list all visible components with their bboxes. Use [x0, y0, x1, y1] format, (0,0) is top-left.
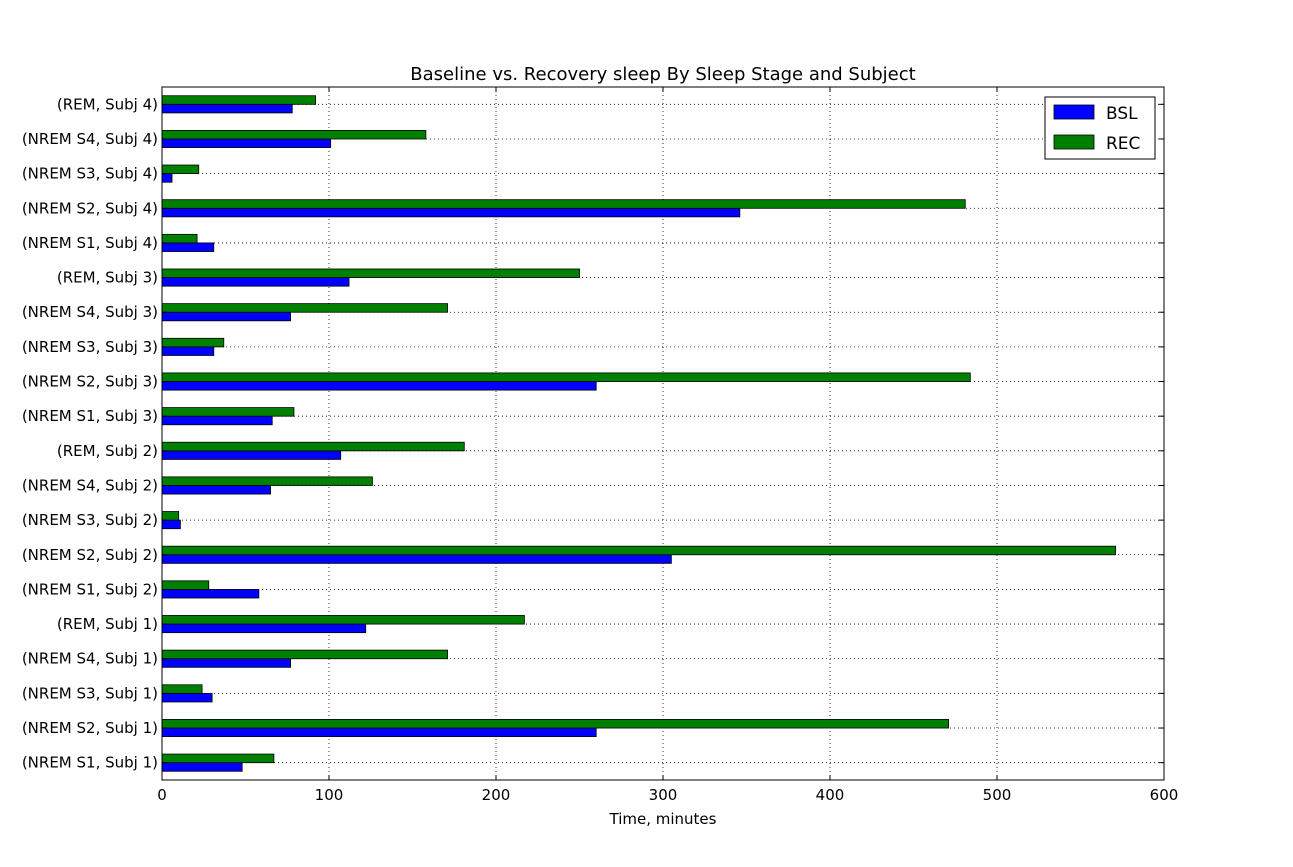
bar-rec — [161, 511, 180, 521]
category-label: (NREM S3, Subj 3) — [22, 338, 158, 356]
bar-rec — [161, 337, 225, 348]
bar-bsl — [161, 450, 342, 460]
bar-rec — [161, 615, 525, 625]
bar-bsl — [161, 589, 260, 599]
legend: BSL REC — [1044, 96, 1156, 160]
bar-rec — [161, 199, 966, 209]
bar-rec — [161, 476, 373, 486]
category-label: (NREM S1, Subj 4) — [22, 234, 158, 252]
bar-bsl — [161, 207, 741, 218]
category-label: (NREM S2, Subj 1) — [22, 719, 158, 737]
category-label: (NREM S4, Subj 3) — [22, 303, 158, 321]
legend-label-rec: REC — [1106, 134, 1140, 154]
bar-bsl — [161, 762, 243, 772]
category-label: (NREM S4, Subj 1) — [22, 650, 158, 668]
bar-rec — [161, 441, 465, 452]
bar-rec — [161, 233, 198, 244]
x-tick-label: 200 — [482, 786, 511, 804]
bar-rec — [161, 268, 580, 278]
bar-rec — [161, 164, 200, 175]
bar-rec — [161, 303, 448, 313]
bar-bsl — [161, 103, 293, 114]
x-tick-label: 0 — [157, 786, 167, 804]
bar-rec — [161, 129, 427, 140]
ticks-layer: 0 100 200 300 400 500 600 (NREM S1, Subj 1) (NRE… — [22, 87, 1178, 804]
category-label: (NREM S2, Subj 2) — [22, 546, 158, 564]
bar-bsl — [161, 381, 597, 391]
x-tick-label: 400 — [816, 786, 845, 804]
bar-rec — [161, 753, 275, 764]
x-tick-label: 100 — [315, 786, 344, 804]
bar-rec — [161, 684, 203, 694]
legend-swatch-bsl — [1053, 104, 1095, 120]
bar-bsl — [161, 485, 271, 495]
legend-label-bsl: BSL — [1106, 104, 1138, 124]
bar-bsl — [161, 519, 181, 530]
bar-rec — [161, 545, 1116, 556]
category-label: (NREM S1, Subj 1) — [22, 754, 158, 772]
bar-bsl — [161, 277, 350, 287]
bar-rec — [161, 95, 317, 105]
x-tick-label: 300 — [649, 786, 678, 804]
legend-swatch-rec — [1053, 134, 1095, 150]
x-tick-label: 500 — [983, 786, 1012, 804]
chart-title: Baseline vs. Recovery sleep By Sleep Sta… — [410, 64, 915, 85]
bar-bsl — [161, 692, 213, 703]
category-label: (NREM S4, Subj 2) — [22, 476, 158, 494]
category-label: (NREM S3, Subj 4) — [22, 165, 158, 183]
bar-rec — [161, 719, 949, 729]
category-label: (NREM S1, Subj 2) — [22, 580, 158, 598]
bar-bsl — [161, 173, 173, 183]
bar-rec — [161, 372, 971, 382]
category-label: (NREM S2, Subj 3) — [22, 373, 158, 391]
category-label: (REM, Subj 2) — [57, 442, 158, 460]
bar-bsl — [161, 242, 215, 252]
bar-rec — [161, 649, 448, 660]
category-label: (NREM S2, Subj 4) — [22, 199, 158, 217]
category-label: (NREM S1, Subj 3) — [22, 407, 158, 425]
category-label: (NREM S3, Subj 2) — [22, 511, 158, 529]
category-label: (REM, Subj 3) — [57, 269, 158, 287]
bar-rec — [161, 580, 210, 590]
bars-layer — [161, 95, 1116, 772]
bar-bsl — [161, 138, 332, 148]
bar-bsl — [161, 623, 367, 634]
bar-bsl — [161, 554, 672, 564]
x-axis-label: Time, minutes — [609, 810, 717, 828]
x-tick-label: 600 — [1150, 786, 1179, 804]
bar-bsl — [161, 658, 291, 668]
bar-rec — [161, 407, 295, 417]
category-label: (REM, Subj 1) — [57, 615, 158, 633]
bar-bsl — [161, 346, 215, 356]
bar-bsl — [161, 415, 273, 426]
category-label: (NREM S4, Subj 4) — [22, 130, 158, 148]
bar-bsl — [161, 311, 291, 322]
category-label: (REM, Subj 4) — [57, 95, 158, 113]
category-label: (NREM S3, Subj 1) — [22, 684, 158, 702]
bar-bsl — [161, 727, 597, 738]
